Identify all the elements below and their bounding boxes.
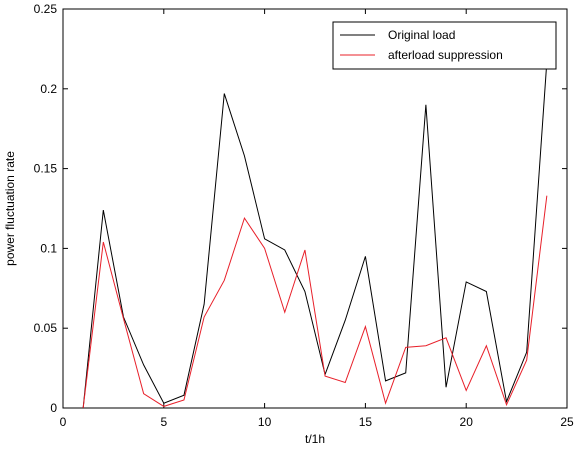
y-tick-label: 0.2: [40, 82, 57, 96]
y-tick-label: 0.05: [34, 321, 58, 335]
x-tick-label: 15: [359, 415, 373, 429]
x-axis-label: t/1h: [305, 432, 325, 446]
y-tick-label: 0.1: [40, 241, 57, 255]
legend-box: [332, 21, 557, 70]
y-tick-label: 0.15: [34, 162, 58, 176]
y-tick-label: 0.25: [34, 2, 58, 16]
legend-label-1: Original load: [388, 28, 455, 42]
series-lines: [82, 61, 548, 409]
x-tick-label: 5: [160, 415, 167, 429]
plot-area-border: [62, 8, 568, 409]
plot-frame: [62, 8, 568, 409]
legend: Original load afterload suppression: [332, 21, 557, 70]
axis-ticks: 0 5 10 15 20 25 0 0.05 0.1 0.15 0.2 0.25: [34, 2, 574, 429]
legend-label-2: afterload suppression: [388, 48, 503, 62]
x-tick-label: 0: [60, 415, 67, 429]
series-line-1: [82, 61, 548, 409]
x-tick-label: 10: [258, 415, 272, 429]
y-axis-label: power fluctuation rate: [3, 151, 17, 266]
x-tick-label: 25: [560, 415, 574, 429]
x-tick-label: 20: [460, 415, 474, 429]
y-tick-label: 0: [50, 401, 57, 415]
series-line-2: [82, 195, 548, 409]
